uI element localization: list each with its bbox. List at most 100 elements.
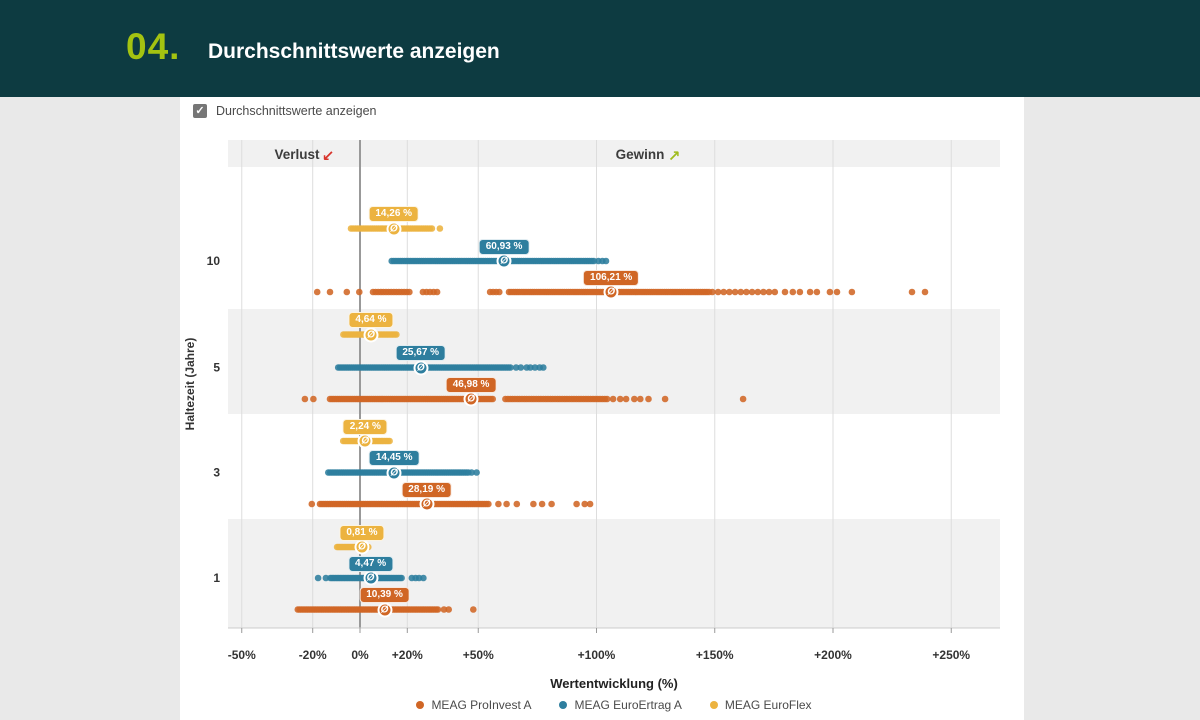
period-label: 5 [213,361,220,375]
legend-item-3[interactable]: MEAG EuroFlex [709,698,812,712]
strip-dot [503,500,510,508]
period-labels: 10 5 3 1 [207,254,221,585]
period-label: 1 [213,571,220,585]
strip-dot [308,500,316,508]
legend-dot [416,701,425,709]
avg-badge: 14,45 % [368,450,420,466]
strip-dot [771,288,779,296]
strip-dot [420,574,427,582]
avg-badge: 4,47 % [347,555,394,572]
legend-label: MEAG EuroErtrag A [574,698,682,712]
avg-marker: Ø [357,433,373,449]
avg-badge: 0,81 % [339,524,385,541]
strip-dot [343,288,351,296]
average-checkbox[interactable]: ✓ [193,104,207,118]
legend-item-2[interactable]: MEAG EuroErtrag A [559,698,682,712]
strip-dot [513,500,521,508]
avg-marker: Ø [419,496,435,512]
legend-dot [559,701,568,709]
strip-dot [737,288,745,296]
strip-dot [581,500,588,508]
x-tick-label: 0% [351,648,369,662]
avg-badge: 2,24 % [342,418,388,435]
average-checkbox-label: Durchschnittswerte anzeigen [216,104,377,118]
strip-dot [470,606,477,613]
strip-dot [428,225,436,232]
strip-dot [386,437,393,445]
strip-dot [743,288,750,296]
avg-badge: 46,98 % [445,376,497,393]
strip-dot [540,364,547,371]
strip-dot [433,288,441,296]
avg-marker: Ø [603,284,619,300]
avg-marker: Ø [354,539,370,555]
step-number: 04. [126,26,181,67]
x-tick-label: +200% [814,648,852,662]
avg-marker: Ø [386,221,402,236]
strip-dot [616,395,624,403]
strip-dot [796,288,804,296]
avg-badge: 10,39 % [359,587,410,603]
strip-dot [709,288,716,296]
strip-dot [326,288,334,296]
strip-dot [603,395,611,403]
avg-badge: 28,19 % [401,481,453,498]
strip-dot [739,395,747,403]
strip-dot [908,288,916,296]
strip-dot [406,288,413,296]
x-tick-label: +20% [392,648,423,662]
average-checkbox-row: ✓ Durchschnittswerte anzeigen [193,103,377,119]
strip-dot [806,288,814,296]
strip-dot [754,288,762,296]
avg-marker: Ø [363,570,379,586]
legend-dot [709,701,718,709]
checkbox-check-icon: ✓ [195,105,205,117]
strip-dot [765,288,773,296]
content-panel: ✓ Durchschnittswerte anzeigen -50% -20% 0%… [180,97,1024,720]
page-title: Durchschnittswerte anzeigen [208,40,500,63]
strip-dot [496,288,503,296]
avg-marker: Ø [363,327,379,342]
strip-dot [586,500,594,508]
strip-dot [468,469,475,476]
avg-marker: Ø [377,602,393,617]
strip-dot [495,500,502,508]
strip-dot [637,395,644,403]
strip-dot [473,469,480,476]
period-label: 10 [207,254,221,268]
strip-dot [531,364,539,371]
x-tick-label: -50% [228,648,256,662]
strip-dot [631,395,638,403]
strip-dot [645,395,652,403]
x-tick-label: +250% [932,648,970,662]
strip-dot [548,500,555,508]
strip-dot [781,288,789,296]
strip-dot [720,288,727,296]
avg-badge: 25,67 % [395,345,447,361]
strip-dot [512,364,520,371]
loss-label: Verlust [274,147,320,162]
strip-dot [313,288,321,296]
strip-dot [760,288,767,296]
plot-bands [228,140,1000,628]
loss-arrow-icon: ↙ [322,147,335,165]
gain-label: Gewinn [616,147,665,162]
x-tick-label: +150% [696,648,734,662]
strip-dot [517,364,525,371]
x-axis: -50% -20% 0% +20% +50% +100% +150% +200% +250% [228,627,1000,662]
strip-dot [527,364,534,371]
strip-dot [661,395,669,403]
x-tick-label: +50% [463,648,494,662]
strip-dot [434,606,442,613]
avg-marker: Ø [463,391,479,407]
strip-dot [833,288,841,296]
strip-dot [573,500,580,508]
strip-dot [489,395,497,403]
legend-item-1[interactable]: MEAG ProInvest A [416,698,531,712]
strip-dot [789,288,797,296]
app-header: 04. Durchschnittswerte anzeigen [0,0,1200,97]
strip-dot [314,574,322,582]
strip-dot [848,288,856,296]
strip-dot [310,395,317,403]
strip-dot [731,288,739,296]
